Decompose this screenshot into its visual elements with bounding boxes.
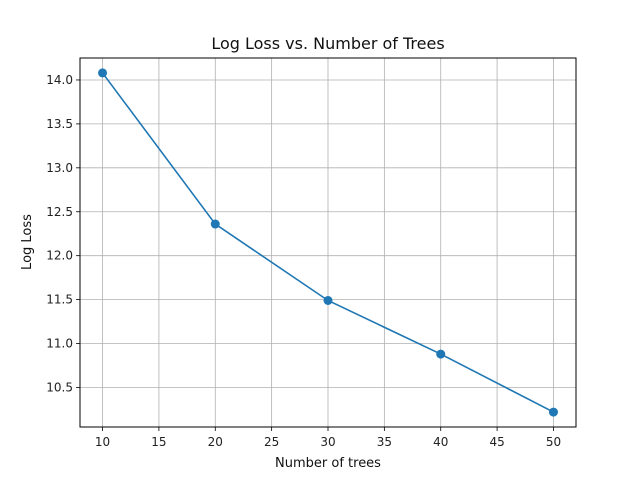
x-tick-label: 20 xyxy=(208,435,223,449)
y-tick-label: 14.0 xyxy=(46,73,73,87)
y-tick-label: 13.0 xyxy=(46,161,73,175)
series-points xyxy=(98,68,558,417)
x-tick-label: 40 xyxy=(433,435,448,449)
y-tick-label: 11.0 xyxy=(46,337,73,351)
x-axis: 10 15 20 25 30 35 40 45 50 xyxy=(95,427,561,449)
y-axis: 10.5 11.0 11.5 12.0 12.5 13.0 13.5 14.0 xyxy=(46,73,80,394)
x-tick-label: 45 xyxy=(489,435,504,449)
x-tick-label: 50 xyxy=(546,435,561,449)
data-point xyxy=(436,349,446,359)
data-point xyxy=(548,407,558,417)
x-axis-label: Number of trees xyxy=(275,456,381,471)
y-tick-label: 12.5 xyxy=(46,205,73,219)
y-tick-label: 11.5 xyxy=(46,293,73,307)
y-tick-label: 13.5 xyxy=(46,117,73,131)
data-point xyxy=(210,219,220,229)
x-tick-label: 25 xyxy=(264,435,279,449)
y-tick-label: 10.5 xyxy=(46,380,73,394)
x-tick-label: 35 xyxy=(377,435,392,449)
x-tick-label: 10 xyxy=(95,435,110,449)
chart-title: Log Loss vs. Number of Trees xyxy=(211,34,444,53)
y-axis-label: Log Loss xyxy=(20,214,35,270)
x-tick-label: 30 xyxy=(320,435,335,449)
grid xyxy=(80,58,576,427)
y-tick-label: 12.0 xyxy=(46,249,73,263)
data-point xyxy=(98,68,108,78)
x-tick-label: 15 xyxy=(151,435,166,449)
data-point xyxy=(323,295,333,305)
